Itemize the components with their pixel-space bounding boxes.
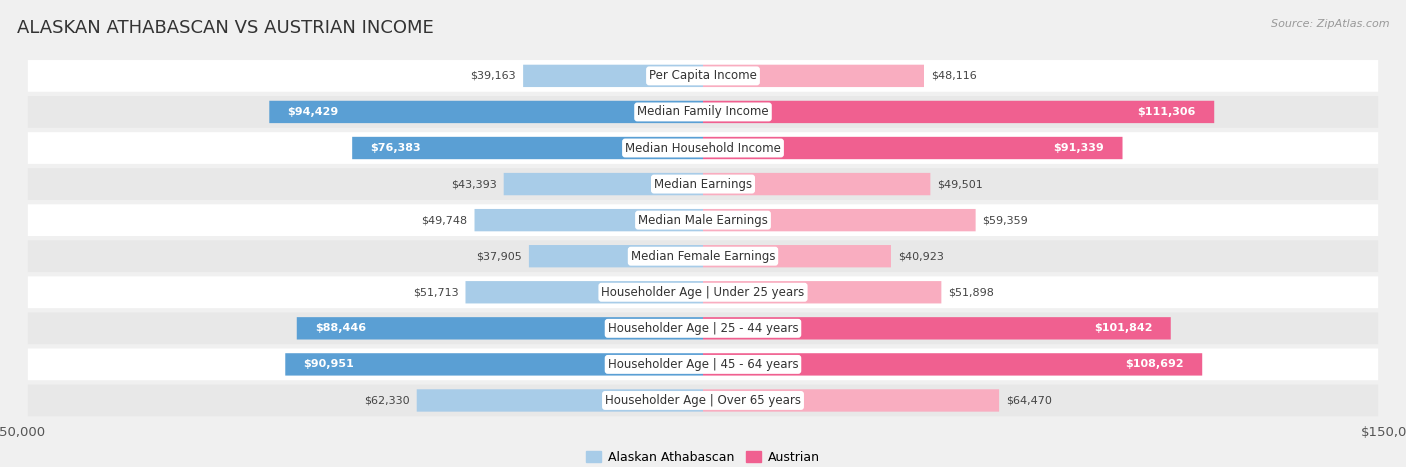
Text: $40,923: $40,923	[898, 251, 943, 261]
Text: $51,898: $51,898	[948, 287, 994, 297]
FancyBboxPatch shape	[28, 60, 1378, 92]
Text: $90,951: $90,951	[304, 360, 354, 369]
Text: Median Earnings: Median Earnings	[654, 177, 752, 191]
FancyBboxPatch shape	[28, 204, 1378, 236]
FancyBboxPatch shape	[703, 353, 1202, 375]
FancyBboxPatch shape	[474, 209, 703, 231]
FancyBboxPatch shape	[285, 353, 703, 375]
FancyBboxPatch shape	[703, 245, 891, 268]
Text: $64,470: $64,470	[1007, 396, 1052, 405]
FancyBboxPatch shape	[28, 348, 1378, 380]
Legend: Alaskan Athabascan, Austrian: Alaskan Athabascan, Austrian	[581, 446, 825, 467]
FancyBboxPatch shape	[352, 137, 703, 159]
Text: $49,501: $49,501	[938, 179, 983, 189]
Text: Per Capita Income: Per Capita Income	[650, 70, 756, 82]
Text: $101,842: $101,842	[1094, 323, 1153, 333]
Text: Householder Age | 25 - 44 years: Householder Age | 25 - 44 years	[607, 322, 799, 335]
FancyBboxPatch shape	[703, 209, 976, 231]
FancyBboxPatch shape	[28, 132, 1378, 164]
FancyBboxPatch shape	[703, 101, 1215, 123]
FancyBboxPatch shape	[703, 173, 931, 195]
FancyBboxPatch shape	[703, 65, 924, 87]
FancyBboxPatch shape	[703, 281, 942, 304]
Text: Median Male Earnings: Median Male Earnings	[638, 213, 768, 226]
Text: $88,446: $88,446	[315, 323, 367, 333]
Text: $91,339: $91,339	[1053, 143, 1104, 153]
Text: $76,383: $76,383	[371, 143, 422, 153]
FancyBboxPatch shape	[28, 385, 1378, 417]
Text: Householder Age | Under 25 years: Householder Age | Under 25 years	[602, 286, 804, 299]
Text: $94,429: $94,429	[288, 107, 339, 117]
Text: Median Female Earnings: Median Female Earnings	[631, 250, 775, 263]
FancyBboxPatch shape	[28, 96, 1378, 128]
Text: $51,713: $51,713	[413, 287, 458, 297]
Text: ALASKAN ATHABASCAN VS AUSTRIAN INCOME: ALASKAN ATHABASCAN VS AUSTRIAN INCOME	[17, 19, 433, 37]
Text: $39,163: $39,163	[471, 71, 516, 81]
FancyBboxPatch shape	[703, 137, 1122, 159]
Text: $111,306: $111,306	[1137, 107, 1197, 117]
Text: $62,330: $62,330	[364, 396, 409, 405]
FancyBboxPatch shape	[523, 65, 703, 87]
FancyBboxPatch shape	[28, 276, 1378, 308]
Text: $43,393: $43,393	[451, 179, 496, 189]
FancyBboxPatch shape	[703, 389, 1000, 411]
Text: Householder Age | Over 65 years: Householder Age | Over 65 years	[605, 394, 801, 407]
FancyBboxPatch shape	[297, 317, 703, 340]
Text: Source: ZipAtlas.com: Source: ZipAtlas.com	[1271, 19, 1389, 28]
FancyBboxPatch shape	[416, 389, 703, 411]
FancyBboxPatch shape	[28, 168, 1378, 200]
Text: $59,359: $59,359	[983, 215, 1028, 225]
Text: Median Household Income: Median Household Income	[626, 142, 780, 155]
Text: $49,748: $49,748	[422, 215, 468, 225]
Text: $37,905: $37,905	[477, 251, 522, 261]
Text: $48,116: $48,116	[931, 71, 977, 81]
FancyBboxPatch shape	[465, 281, 703, 304]
FancyBboxPatch shape	[270, 101, 703, 123]
Text: $108,692: $108,692	[1125, 360, 1184, 369]
FancyBboxPatch shape	[703, 317, 1171, 340]
Text: Median Family Income: Median Family Income	[637, 106, 769, 119]
FancyBboxPatch shape	[529, 245, 703, 268]
FancyBboxPatch shape	[28, 241, 1378, 272]
Text: Householder Age | 45 - 64 years: Householder Age | 45 - 64 years	[607, 358, 799, 371]
FancyBboxPatch shape	[28, 312, 1378, 344]
FancyBboxPatch shape	[503, 173, 703, 195]
